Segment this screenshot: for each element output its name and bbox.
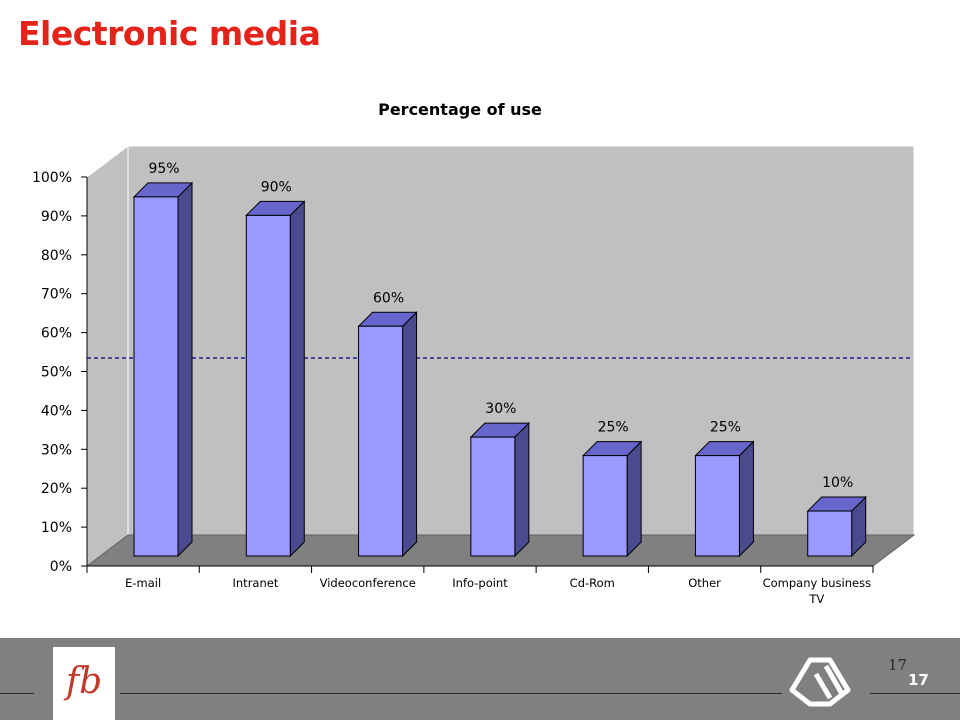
bar	[694, 455, 740, 557]
bar	[133, 196, 179, 557]
bar	[358, 325, 404, 557]
fb-logo: fb	[53, 647, 115, 720]
data-label: 90%	[261, 179, 292, 195]
y-tick-label: 30%	[41, 442, 72, 458]
bar-side	[514, 421, 530, 558]
y-tick-label: 40%	[41, 403, 72, 419]
y-tick-label: 10%	[41, 520, 72, 536]
fb-logo-text: fb	[63, 661, 102, 702]
bar-side	[289, 200, 305, 558]
bar	[807, 510, 853, 557]
x-tick-label: Cd-Rom	[570, 576, 615, 590]
x-tick-label: Company business TV	[763, 576, 872, 606]
chart-title: Percentage of use	[378, 100, 542, 119]
y-tick-label: 100%	[32, 170, 72, 186]
x-tick-label: Info-point	[452, 576, 508, 590]
bar	[470, 436, 516, 557]
y-tick-label: 80%	[41, 248, 72, 264]
bar	[245, 214, 291, 557]
y-tick-label: 0%	[50, 559, 72, 575]
y-tick-label: 50%	[41, 365, 72, 381]
bar-side	[177, 181, 193, 558]
footer-divider-left	[0, 693, 34, 694]
slide-title: Electronic media	[18, 14, 321, 53]
footer-divider-middle	[120, 693, 782, 694]
y-tick-label: 20%	[41, 481, 72, 497]
data-label: 25%	[710, 420, 741, 436]
y-tick-label: 60%	[41, 326, 72, 342]
page-number: 17	[908, 671, 929, 689]
plot-area: 0% 10% 20% 30% 40% 50% 60% 70% 80% 90% 100% 95% 90% 6…	[32, 144, 916, 606]
footer-divider-right	[870, 693, 960, 694]
data-label: 25%	[598, 420, 629, 436]
x-tick-label: Intranet	[233, 576, 279, 590]
x-tick-label: Other	[688, 576, 721, 590]
data-label: 60%	[373, 290, 404, 306]
bar-chart: Percentage of use 0% 10% 20% 30% 40% 50% 60% 70…	[32, 100, 916, 606]
bar-side	[738, 440, 754, 558]
bar	[582, 455, 628, 557]
y-tick-label: 90%	[41, 209, 72, 225]
company-emblem-icon	[789, 657, 851, 707]
y-tick-label: 70%	[41, 287, 72, 303]
x-tick-label: Videoconference	[320, 576, 416, 590]
data-label: 95%	[148, 161, 179, 177]
bar-side	[626, 440, 642, 558]
data-label: 10%	[822, 475, 853, 491]
chart-side-wall	[86, 144, 129, 568]
data-label: 30%	[485, 401, 516, 417]
x-tick-label: E-mail	[125, 576, 161, 590]
page-number-serif: 17	[888, 656, 908, 674]
bar-side	[402, 311, 418, 558]
